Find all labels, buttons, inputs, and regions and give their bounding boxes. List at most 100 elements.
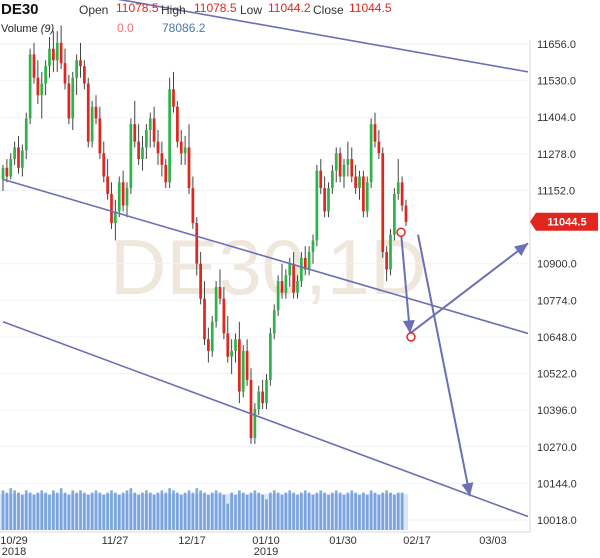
candle-body	[125, 188, 129, 206]
candle-body	[377, 141, 381, 154]
candle-body	[218, 286, 222, 299]
volume-bar	[389, 492, 392, 530]
candle-body	[32, 54, 36, 78]
y-tick-label: 10396.0	[537, 405, 577, 417]
candle-body	[400, 182, 404, 206]
candle-body	[385, 252, 388, 270]
open-value: 11078.5	[116, 1, 159, 15]
candle-body	[17, 147, 20, 168]
high-value: 11078.5	[194, 1, 237, 15]
volume-bar	[148, 492, 152, 530]
volume-bar	[176, 492, 179, 530]
volume-bar	[24, 490, 28, 530]
candle-body	[210, 321, 214, 351]
candle-body	[288, 263, 292, 276]
volume-bar	[79, 490, 82, 530]
volume-bar	[393, 494, 396, 530]
volume-bar	[284, 492, 288, 530]
symbol-title: DE30	[1, 1, 39, 18]
volume-bar	[40, 490, 44, 530]
candle-body	[191, 188, 195, 224]
candle-body	[404, 205, 408, 222]
projection-arrow-head	[402, 319, 415, 334]
volume-bar	[354, 492, 357, 530]
volume-value-b: 78086.2	[162, 21, 206, 35]
volume-bar	[269, 492, 272, 530]
candle-body	[59, 42, 63, 64]
volume-bar	[183, 492, 187, 530]
volume-bar	[245, 494, 249, 530]
candle-body	[152, 118, 156, 142]
candle-body	[346, 159, 350, 165]
volume-param: (9)	[40, 23, 55, 35]
candle-body	[13, 147, 16, 160]
x-tick-label: 02/17	[403, 535, 431, 547]
candle-body	[214, 286, 218, 322]
x-tick-label: 01/30	[329, 535, 357, 547]
candle-body	[168, 89, 171, 183]
volume-bar	[222, 494, 226, 530]
candle-body	[133, 124, 137, 142]
volume-bar	[125, 490, 129, 530]
low-label: Low	[240, 3, 263, 17]
target-marker	[406, 332, 416, 342]
price-tag-text: 11044.5	[547, 217, 586, 229]
candle-body	[71, 77, 75, 119]
volume-bar	[98, 492, 102, 530]
candle-body	[389, 234, 392, 270]
volume-bar	[373, 492, 377, 530]
volume-bar	[141, 492, 144, 530]
volume-bar	[238, 490, 241, 530]
volume-bar	[261, 494, 264, 530]
y-tick-label: 11656.0	[537, 39, 576, 51]
candle-body	[21, 150, 24, 168]
volume-bar	[133, 492, 137, 530]
candle-body	[117, 182, 121, 212]
candle-body	[230, 350, 233, 357]
candle-body	[160, 153, 164, 165]
candle-body	[369, 124, 373, 183]
x-tick-label: 01/10	[252, 535, 280, 547]
candle-body	[365, 182, 369, 212]
volume-bar	[365, 494, 369, 530]
candle-body	[94, 106, 98, 119]
projection-arrow-line	[409, 242, 529, 335]
candle-body	[9, 159, 13, 177]
volume-bar	[5, 492, 9, 530]
candle-body	[292, 263, 295, 293]
volume-label: Volume (9)	[1, 23, 54, 35]
volume-bar	[94, 490, 98, 530]
volume-bar	[102, 494, 106, 530]
candle-body	[48, 48, 51, 67]
volume-bar	[75, 492, 78, 530]
candle-body	[303, 257, 307, 270]
volume-bar	[21, 494, 24, 530]
candle-body	[226, 333, 230, 357]
volume-bar	[199, 490, 202, 530]
y-tick-label: 10900.0	[537, 259, 577, 271]
candle-body	[373, 124, 377, 142]
volume-bar	[300, 492, 303, 530]
volume-bar	[36, 492, 40, 530]
volume-bar	[276, 492, 280, 530]
candle-body	[137, 141, 140, 160]
volume-bar	[334, 490, 338, 530]
x-tick-label: 03/03	[479, 535, 507, 547]
volume-bar	[114, 492, 117, 530]
candle-body	[245, 350, 249, 380]
volume-bar	[137, 494, 140, 530]
volume-bar	[28, 492, 32, 530]
candle-body	[110, 193, 113, 224]
volume-bars	[0, 488, 408, 530]
volume-bar	[17, 492, 20, 530]
volume-bar	[13, 490, 16, 530]
candle-body	[102, 153, 106, 177]
volume-bar	[346, 492, 350, 530]
volume-bar	[272, 490, 276, 530]
candle-body	[300, 257, 303, 282]
volume-bar	[145, 490, 148, 530]
candle-body	[141, 147, 144, 160]
volume-bar	[52, 490, 55, 530]
volume-bar	[83, 492, 86, 530]
